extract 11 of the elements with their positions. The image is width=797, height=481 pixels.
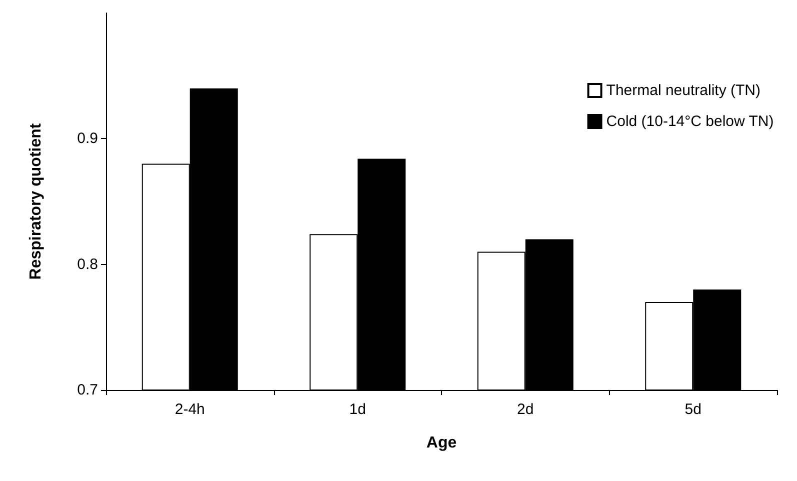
legend-label: Cold (10-14°C below TN) — [606, 113, 774, 130]
y-tick-label: 0.8 — [77, 256, 98, 273]
x-tick-label: 2d — [517, 401, 534, 418]
y-tick-label: 0.7 — [77, 382, 98, 398]
x-axis-title: Age — [426, 434, 457, 452]
x-tick-label: 5d — [684, 401, 702, 418]
x-tick-label: 2-4h — [174, 401, 205, 418]
y-tick-label: 0.9 — [77, 130, 98, 148]
x-tick-label: 1d — [349, 401, 366, 418]
y-axis-title: Respiratory quotient — [28, 122, 44, 280]
legend-label: Thermal neutrality (TN) — [606, 82, 760, 99]
